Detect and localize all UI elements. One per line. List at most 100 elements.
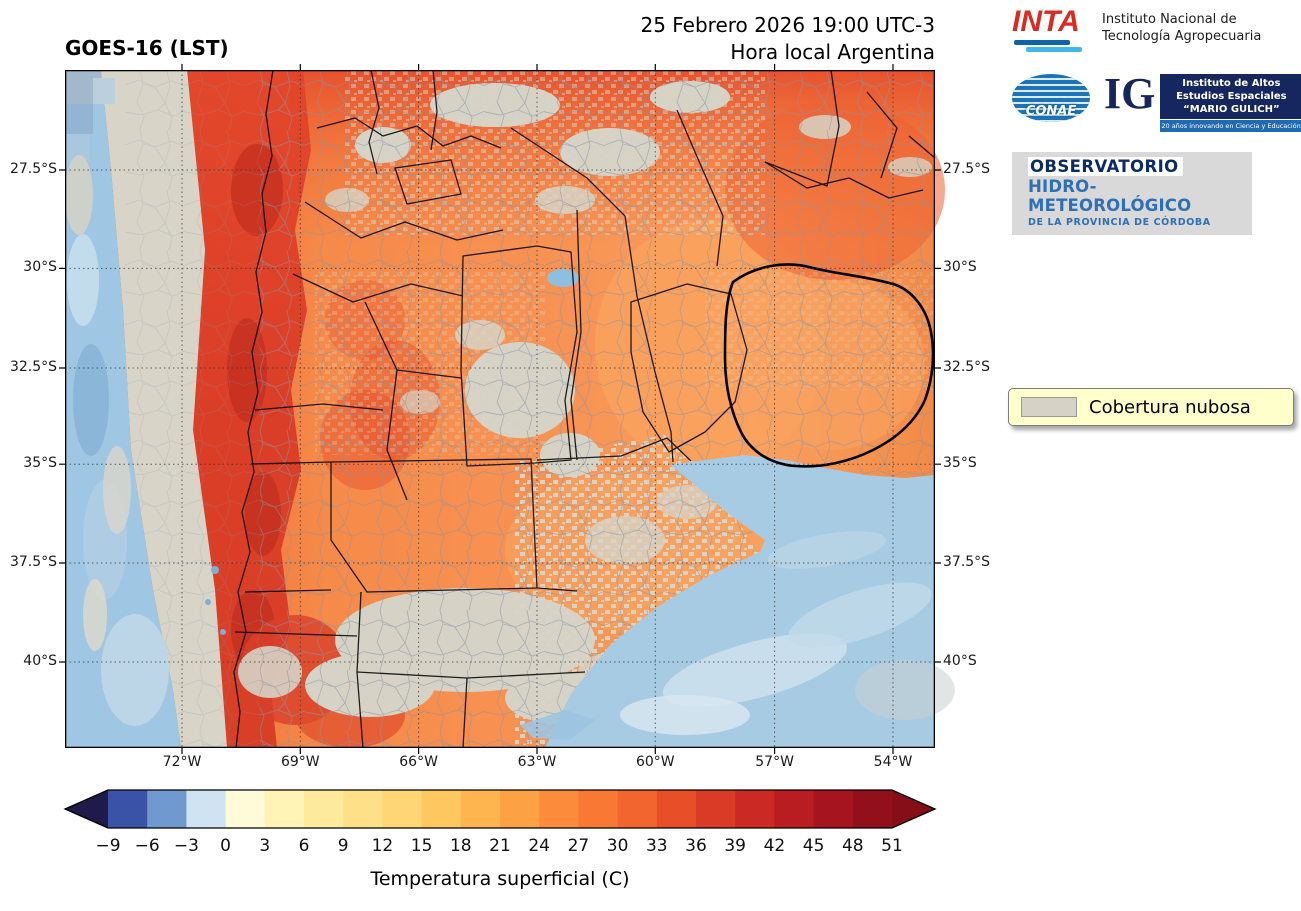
- colorbar-tick-label: 51: [881, 836, 903, 856]
- observatorio-line1: OBSERVATORIO: [1028, 156, 1183, 176]
- datetime-block: 25 Febrero 2026 19:00 UTC-3 Hora local A…: [400, 12, 935, 66]
- colorbar-tick-label: 3: [259, 836, 271, 856]
- inta-stripe-blue: [1014, 39, 1070, 45]
- colorbar-tick-label: 36: [685, 836, 707, 856]
- colorbar-segment: [108, 790, 148, 828]
- gulich-line1: Instituto de Altos: [1182, 77, 1281, 89]
- colorbar-segment: [656, 790, 697, 828]
- colorbar-segment: [304, 790, 344, 828]
- map-title: GOES-16 (LST): [65, 36, 229, 60]
- colorbar-tick-label: −6: [134, 836, 160, 856]
- observatorio-line3: DE LA PROVINCIA DE CÓRDOBA: [1028, 216, 1211, 228]
- lat-tick-label-right: 37.5°S: [943, 554, 991, 570]
- lat-tick-label-right: 27.5°S: [943, 161, 991, 177]
- inta-logo: INTA: [1012, 7, 1090, 52]
- colorbar-segment: [264, 790, 305, 828]
- lon-tick-label: 60°W: [635, 754, 675, 770]
- gulich-banner: 20 años innovando en Ciencia y Educación…: [1160, 119, 1301, 132]
- lon-tick-label: 63°W: [517, 754, 557, 770]
- colorbar-tick-label: 27: [567, 836, 590, 856]
- colorbar-segment: [421, 790, 462, 828]
- pacific-ocean: [65, 70, 181, 748]
- colorbar-segment: [578, 790, 619, 828]
- cloud-legend: Cobertura nubosa: [1008, 388, 1294, 426]
- gridlines: [65, 70, 935, 748]
- colorbar-tick-label: 30: [606, 836, 629, 856]
- colorbar-outline: [63, 789, 937, 829]
- colorbar-segment: [186, 790, 227, 828]
- inta-logo-block: INTA Instituto Nacional de Tecnología Ag…: [1012, 7, 1300, 52]
- map-frame: [64, 69, 936, 749]
- conae-gulich-row: CONAE IG Instituto de Altos Estudios Esp…: [1012, 68, 1301, 132]
- cloud-legend-label: Cobertura nubosa: [1089, 396, 1251, 418]
- colorbar-tick-label: 48: [841, 836, 864, 856]
- lat-tick-label-right: 32.5°S: [943, 359, 991, 375]
- observatorio-logo: OBSERVATORIO HIDRO-METEOROLÓGICO DE LA P…: [1012, 151, 1252, 235]
- gulich-institute-box: Instituto de Altos Estudios Espaciales “…: [1160, 73, 1301, 119]
- colorbar-segment: [343, 790, 383, 828]
- inland-water: [205, 269, 579, 635]
- colorbar-tick-label: 33: [645, 836, 668, 856]
- colorbar-segment: [774, 790, 815, 828]
- colorbar-segment: [225, 790, 266, 828]
- conae-logo: CONAE: [1012, 73, 1090, 122]
- colorbar-segment: [735, 790, 775, 828]
- lon-tick-label: 69°W: [280, 754, 320, 770]
- lat-tick-label-right: 40°S: [943, 653, 977, 669]
- datetime-line2: Hora local Argentina: [730, 40, 935, 64]
- gulich-line2: Estudios Espaciales: [1176, 90, 1287, 102]
- lat-tick-label-left: 27.5°S: [9, 161, 57, 177]
- gulich-ig-monogram: IG: [1104, 68, 1156, 118]
- colorbar-under-arrow: [65, 790, 108, 828]
- lon-tick-label: 72°W: [162, 754, 202, 770]
- colorbar-segment: [813, 790, 854, 828]
- colorbar-tick-label: 15: [410, 836, 433, 856]
- logos-panel: INTA Instituto Nacional de Tecnología Ag…: [1012, 7, 1301, 235]
- cloud-legend-swatch: [1021, 397, 1077, 417]
- inta-name: Instituto Nacional de Tecnología Agropec…: [1102, 8, 1261, 46]
- lat-tick-label-left: 32.5°S: [9, 359, 57, 375]
- conae-stripes: [1012, 73, 1090, 122]
- colorbar-segment: [147, 790, 187, 828]
- colorbar-tick-label: 18: [449, 836, 472, 856]
- conae-wordmark: CONAE: [1025, 103, 1077, 119]
- colorbar-tick-label: 9: [337, 836, 349, 856]
- colorbar-tick-label: 12: [371, 836, 394, 856]
- colorbar-tick-label: 24: [528, 836, 550, 856]
- atlantic-ocean: [520, 455, 955, 748]
- inta-name-line2: Tecnología Agropecuaria: [1102, 28, 1262, 44]
- gulich-logo: IG Instituto de Altos Estudios Espaciale…: [1104, 68, 1301, 132]
- colorbar-tick-label: 6: [298, 836, 310, 856]
- inta-stripe-lightblue: [1026, 46, 1082, 52]
- lst-map: [59, 64, 955, 754]
- colorbar: −9 −6 −3 0 3 6 9 12 15 18 21 24 27 30 33 36 39 42 45 48 51 T…: [63, 789, 937, 908]
- axis-tick-marks: [59, 64, 941, 754]
- colorbar-segment: [382, 790, 423, 828]
- observatorio-line2: HIDRO-METEOROLÓGICO: [1028, 176, 1192, 215]
- colorbar-segment: [539, 790, 579, 828]
- map-area: 27.5°S 27.5°S 30°S 30°S 32.5°S 32.5°S 35°S 35°S…: [10, 64, 990, 770]
- province-borders: [233, 69, 936, 749]
- colorbar-bar: [63, 789, 937, 829]
- colorbar-tick-label: 0: [220, 836, 231, 856]
- colorbar-tick-label: 45: [802, 836, 825, 856]
- lat-tick-label-right: 30°S: [943, 259, 977, 276]
- colorbar-tick-label: −9: [95, 836, 121, 856]
- colorbar-tick-row: −9 −6 −3 0 3 6 9 12 15 18 21 24 27 30 33 36 39 42 45 48 51: [65, 790, 935, 860]
- colorbar-tick-label: −3: [173, 836, 199, 856]
- colorbar-tick-label: 21: [489, 836, 511, 856]
- lat-tick-label-left: 35°S: [23, 455, 57, 472]
- datetime-line1: 25 Febrero 2026 19:00 UTC-3: [640, 13, 935, 37]
- lat-tick-label-right: 35°S: [943, 455, 977, 472]
- inta-name-line1: Instituto Nacional de: [1102, 12, 1237, 27]
- colorbar-segment: [500, 790, 540, 828]
- gulich-text-block: Instituto de Altos Estudios Espaciales “…: [1160, 73, 1301, 132]
- colorbar-tick-label: 39: [724, 836, 746, 856]
- colorbar-segment: [460, 790, 501, 828]
- colorbar-segment: [696, 790, 736, 828]
- lat-tick-label-left: 37.5°S: [9, 554, 57, 570]
- colorbar-title: Temperatura superficial (C): [370, 868, 630, 890]
- lon-tick-label: 57°W: [755, 754, 794, 770]
- gulich-line3: “MARIO GULICH”: [1183, 103, 1280, 115]
